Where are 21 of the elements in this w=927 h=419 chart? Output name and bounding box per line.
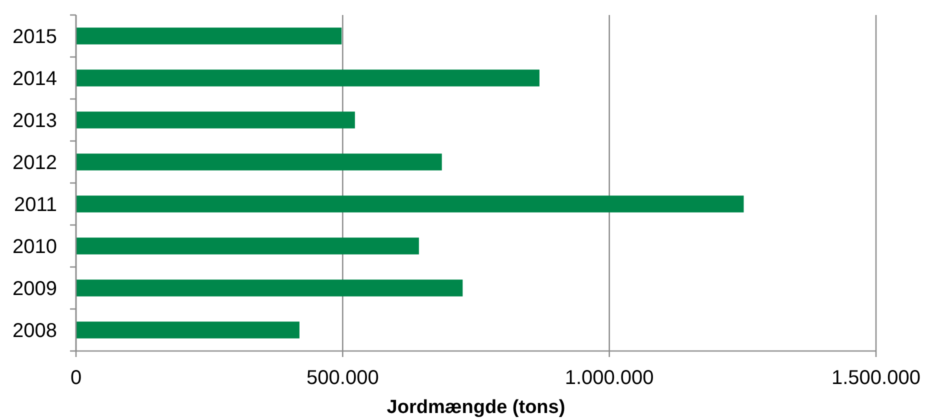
- bar: [76, 238, 419, 254]
- bar: [76, 280, 463, 296]
- bar: [76, 196, 744, 212]
- x-axis-title: Jordmængde (tons): [386, 397, 566, 418]
- y-tick-label: 2013: [12, 110, 57, 132]
- x-tick-label: 0: [70, 367, 82, 389]
- y-tick-label: 2012: [12, 152, 57, 174]
- x-tick-label: 1.500.000: [832, 367, 920, 389]
- bar: [76, 322, 300, 338]
- bar: [76, 154, 442, 170]
- bar: [76, 70, 540, 86]
- bar: [76, 112, 355, 128]
- x-tick-label: 500.000: [306, 367, 379, 389]
- bar: [76, 28, 342, 44]
- y-tick-label: 2014: [12, 68, 57, 90]
- y-tick-label: 2015: [12, 26, 57, 48]
- y-tick-label: 2010: [12, 236, 57, 258]
- y-tick-label: 2008: [12, 320, 57, 342]
- y-tick-label: 2011: [14, 194, 57, 216]
- x-tick-label: 1.000.000: [564, 367, 654, 389]
- y-tick-label: 2009: [12, 278, 57, 300]
